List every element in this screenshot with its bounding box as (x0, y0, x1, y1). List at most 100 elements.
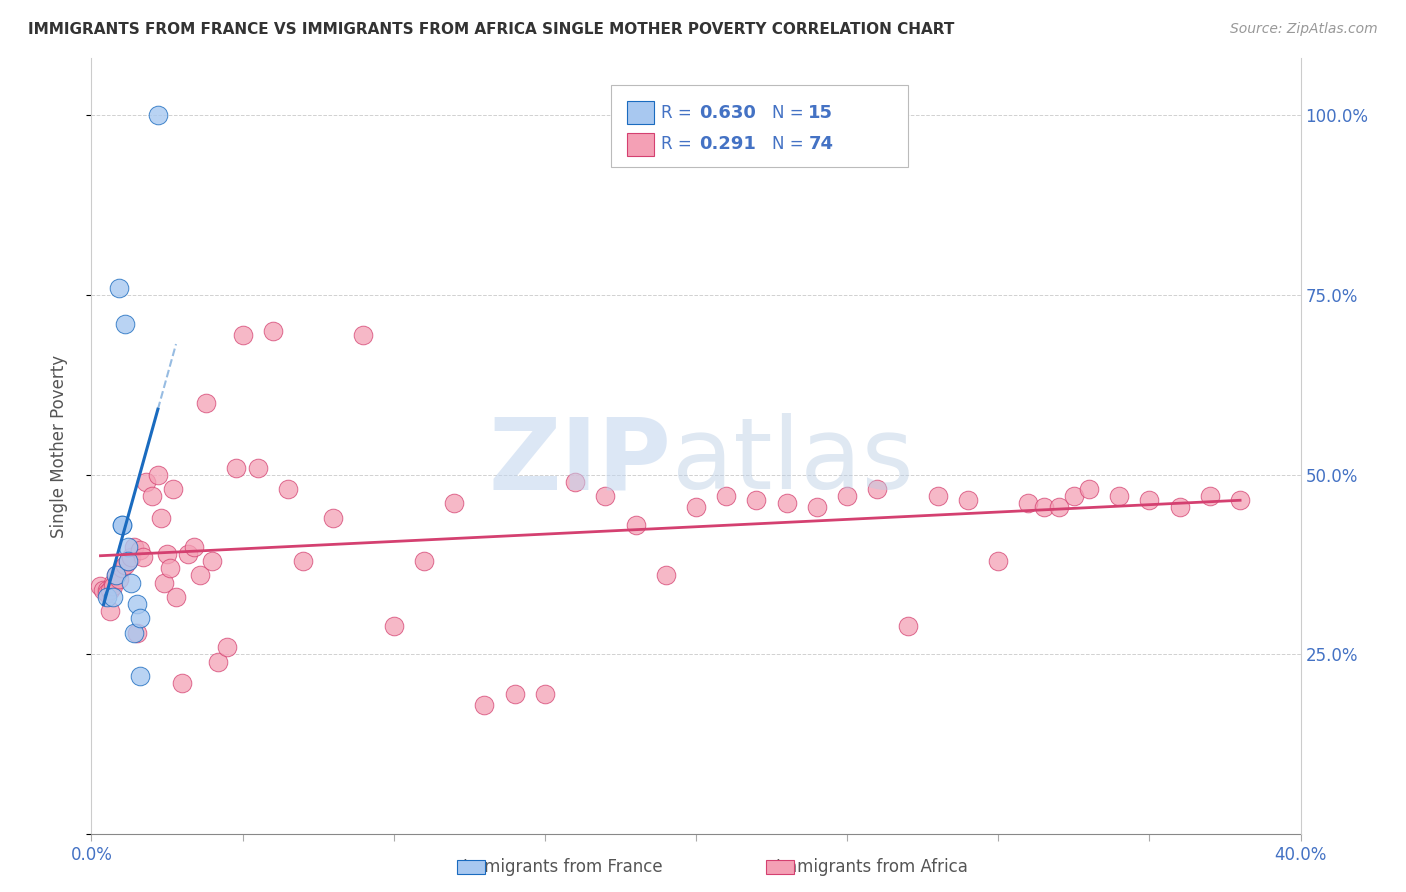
Point (101, 590, 124, 604)
Point (927, 489, 949, 503)
Point (120, 575, 142, 590)
Point (1018, 496, 1040, 510)
Point (292, 554, 315, 568)
Point (1108, 489, 1130, 503)
Point (117, 554, 139, 568)
Point (322, 511, 344, 525)
Point (1047, 500, 1070, 514)
Y-axis label: Single Mother Poverty: Single Mother Poverty (49, 354, 67, 538)
Point (654, 568, 676, 582)
Point (1168, 500, 1191, 514)
Point (156, 547, 179, 561)
Text: Immigrants from Africa: Immigrants from Africa (776, 858, 967, 876)
Point (1139, 492, 1161, 507)
Point (1198, 489, 1220, 503)
Point (98, 582, 121, 597)
Point (217, 640, 239, 655)
Bar (627, 101, 654, 124)
Point (835, 489, 858, 503)
Text: 0.630: 0.630 (700, 103, 756, 121)
Point (114, 558, 136, 572)
Point (96, 582, 118, 597)
Point (262, 324, 284, 338)
Point (120, 550, 142, 565)
Point (89, 579, 111, 593)
Point (96, 590, 118, 604)
Point (806, 500, 828, 514)
Point (503, 687, 526, 701)
Point (159, 561, 181, 575)
Point (183, 540, 205, 554)
Text: Source: ZipAtlas.com: Source: ZipAtlas.com (1230, 22, 1378, 37)
Point (107, 572, 129, 586)
Text: Immigrants from France: Immigrants from France (463, 858, 662, 876)
Point (172, 676, 194, 690)
Point (111, 561, 132, 575)
Point (96, 586, 118, 600)
Point (128, 543, 150, 558)
Point (624, 518, 647, 533)
Point (104, 568, 127, 582)
FancyBboxPatch shape (612, 85, 908, 167)
Point (165, 590, 187, 604)
Text: 74: 74 (808, 136, 834, 153)
Point (231, 327, 253, 342)
Point (125, 597, 148, 611)
Point (201, 554, 224, 568)
Point (107, 281, 129, 295)
Point (98, 604, 121, 618)
Point (195, 396, 218, 410)
Point (132, 550, 155, 565)
Point (745, 492, 768, 507)
Point (117, 554, 139, 568)
Point (1063, 489, 1085, 503)
Text: 15: 15 (808, 103, 834, 121)
Point (1077, 482, 1099, 496)
Bar (627, 133, 654, 156)
Point (1229, 492, 1251, 507)
Point (111, 518, 132, 533)
Point (177, 547, 200, 561)
Point (93, 582, 115, 597)
Point (101, 579, 124, 593)
Point (685, 500, 707, 514)
Point (472, 698, 495, 712)
Point (866, 482, 889, 496)
Text: N =: N = (772, 136, 808, 153)
Point (153, 575, 176, 590)
Point (1032, 500, 1054, 514)
Point (104, 568, 127, 582)
Point (413, 554, 436, 568)
Point (595, 489, 617, 503)
Point (101, 575, 124, 590)
Point (149, 511, 172, 525)
Point (117, 540, 139, 554)
Point (776, 496, 799, 510)
Text: IMMIGRANTS FROM FRANCE VS IMMIGRANTS FROM AFRICA SINGLE MOTHER POVERTY CORRELATI: IMMIGRANTS FROM FRANCE VS IMMIGRANTS FRO… (28, 22, 955, 37)
Point (956, 492, 979, 507)
Point (162, 482, 184, 496)
Point (122, 540, 145, 554)
Text: 0.291: 0.291 (700, 136, 756, 153)
Point (207, 655, 229, 669)
Point (128, 669, 150, 683)
Point (443, 496, 465, 510)
Point (382, 618, 405, 632)
Point (246, 460, 269, 475)
Point (225, 460, 247, 475)
Point (146, 108, 169, 122)
Point (111, 518, 132, 533)
Point (128, 611, 150, 625)
Text: atlas: atlas (672, 413, 914, 510)
Point (135, 475, 157, 489)
Point (352, 327, 374, 342)
Point (122, 625, 145, 640)
Point (125, 625, 148, 640)
Point (564, 475, 586, 489)
Point (146, 467, 169, 482)
Point (987, 554, 1010, 568)
Point (714, 489, 737, 503)
Point (141, 489, 163, 503)
Point (188, 568, 211, 582)
Text: N =: N = (772, 103, 808, 121)
